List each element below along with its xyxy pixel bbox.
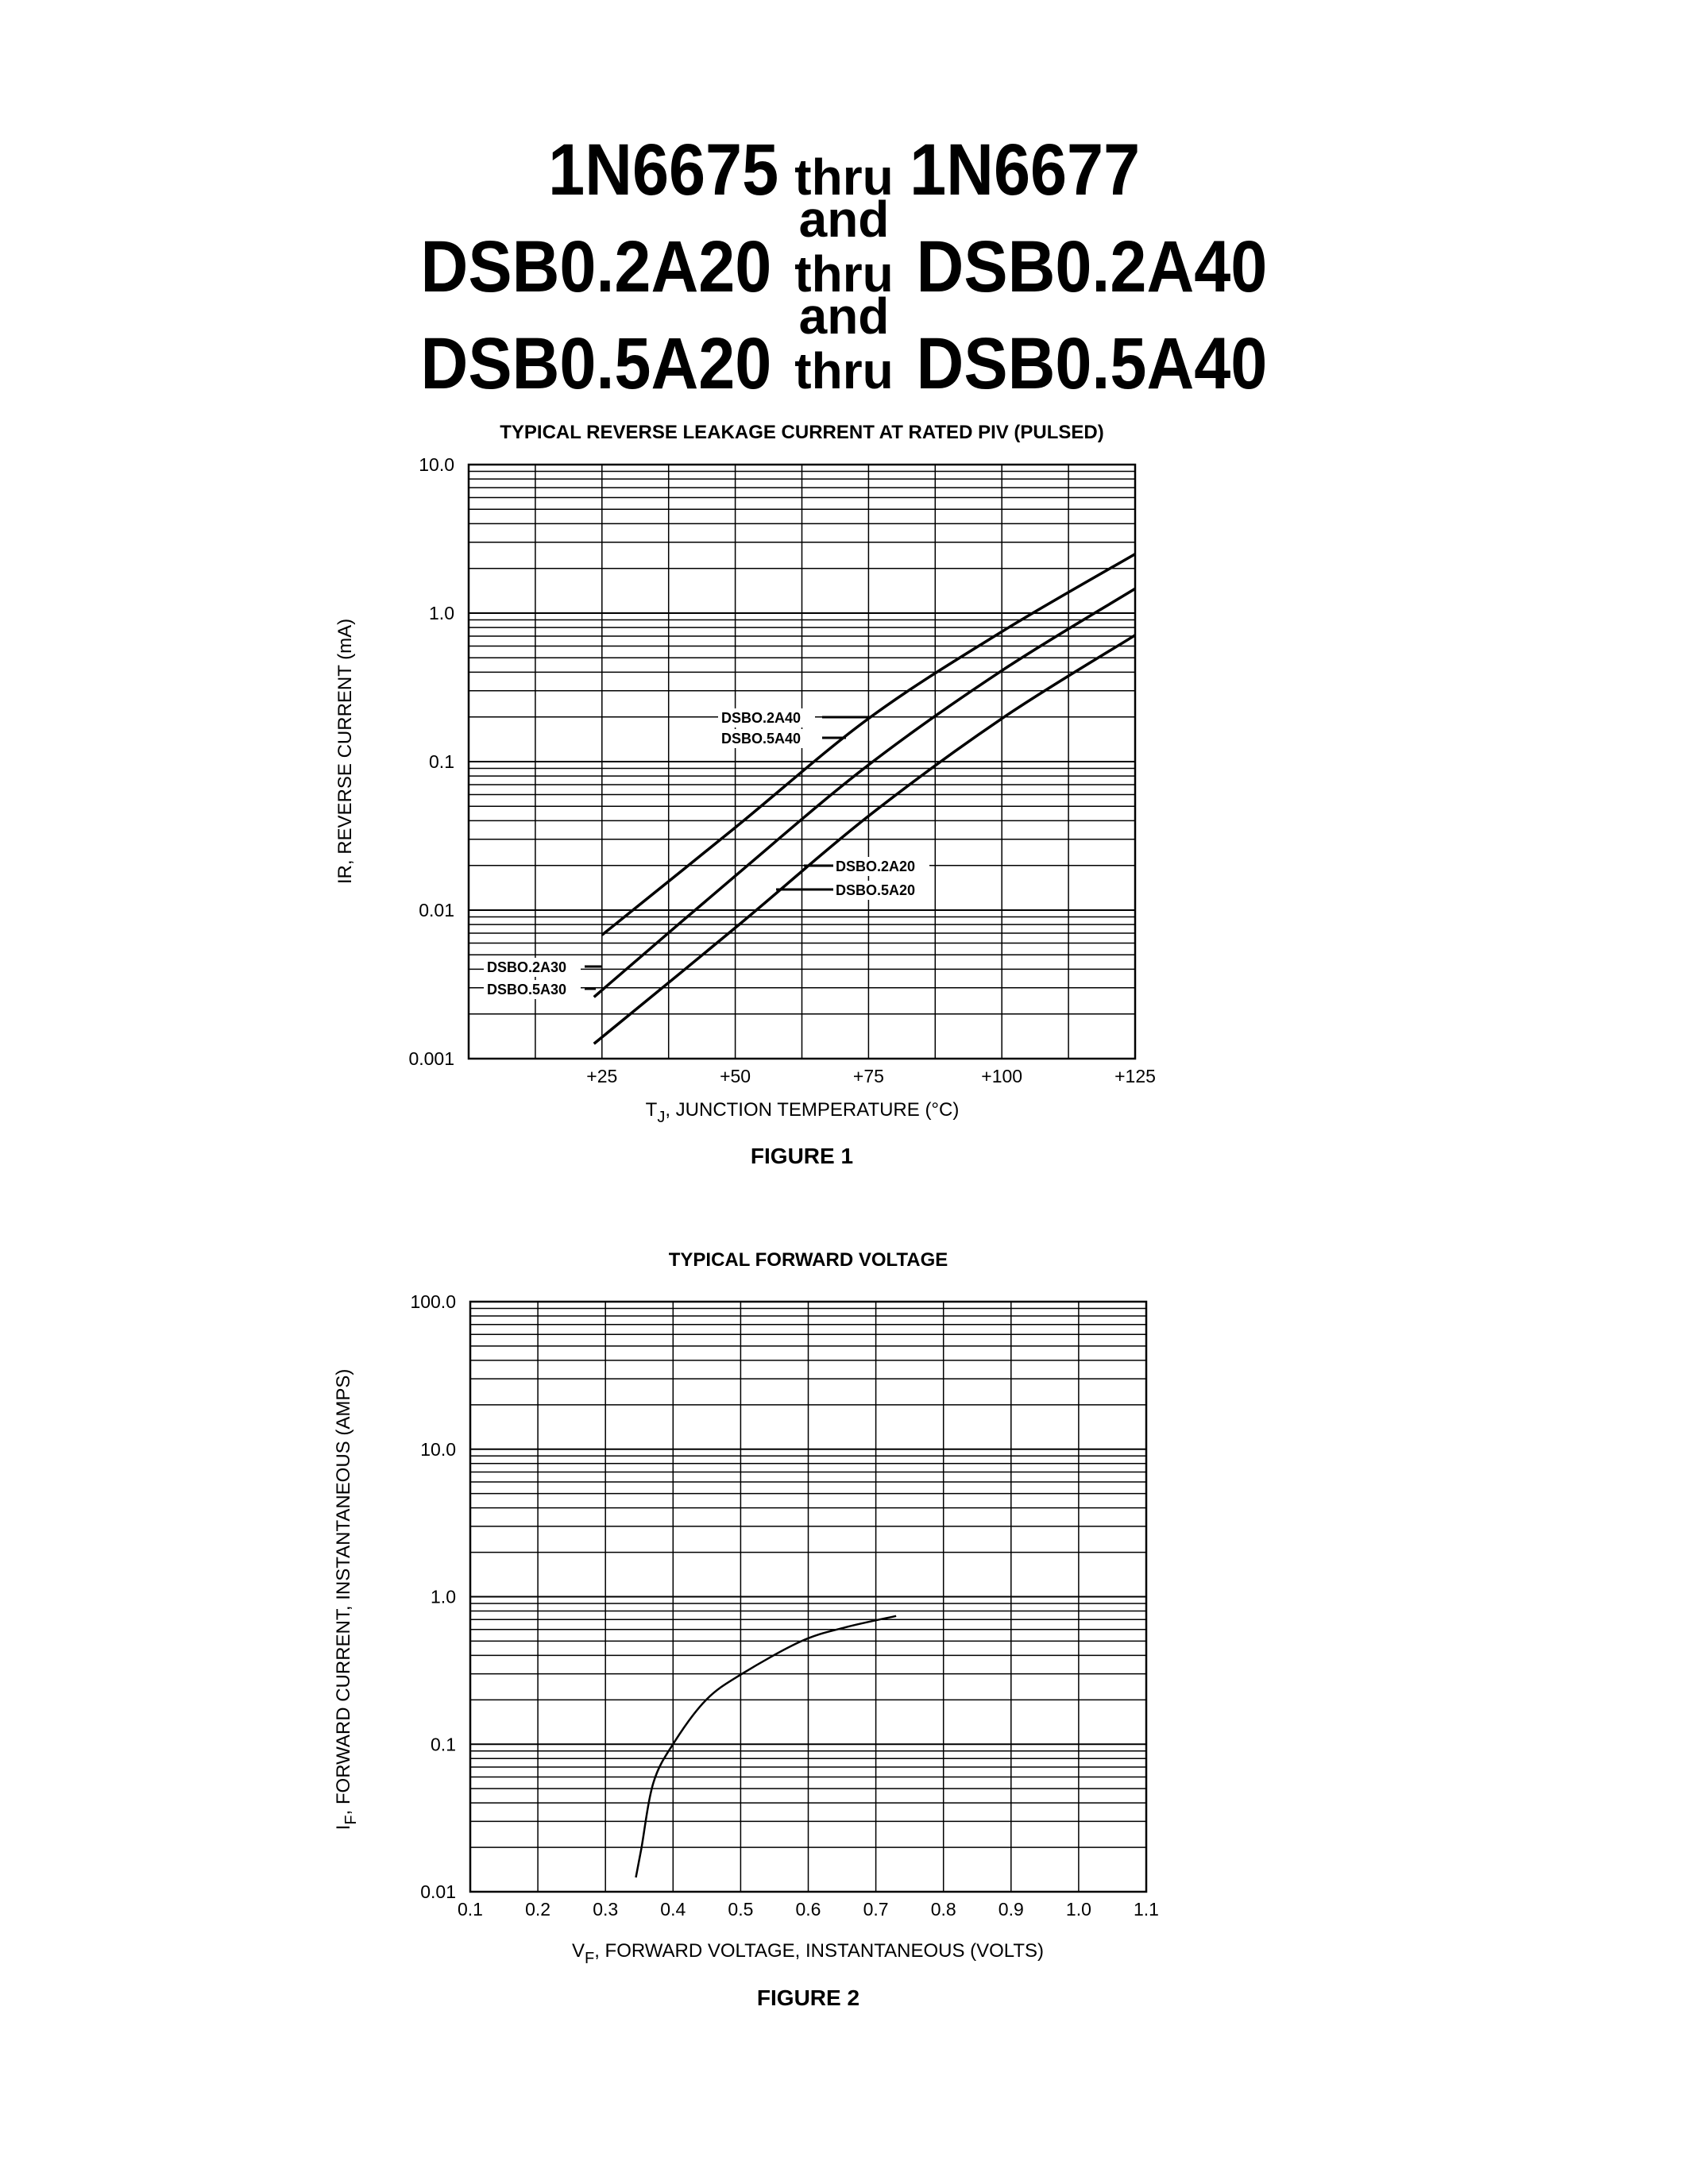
part-end: DSB0.2A40 [916,226,1268,307]
y-tick-label: 0.1 [429,751,454,772]
series-label: DSBO.5A40 [721,731,801,747]
y-tick-label: 1.0 [431,1587,456,1607]
y-axis-label: IR, REVERSE CURRENT (mA) [334,619,356,884]
x-tick-label: +125 [1114,1066,1156,1086]
part-start: 1N6675 [547,129,778,210]
chart-title: TYPICAL REVERSE LEAKAGE CURRENT AT RATED… [500,422,1104,443]
x-tick-label: +25 [586,1066,617,1086]
part-end: DSB0.5A40 [916,323,1268,404]
series-label: DSBO.2A30 [487,959,566,975]
figure-caption: FIGURE 1 [751,1144,853,1168]
x-tick-label: 0.6 [796,1899,821,1920]
figure-caption: FIGURE 2 [757,1985,859,2010]
x-axis-label: VF, FORWARD VOLTAGE, INSTANTANEOUS (VOLT… [572,1940,1044,1967]
series-label-bg [832,857,929,876]
part-start: DSB0.2A20 [420,226,772,307]
x-tick-label: +50 [720,1066,751,1086]
x-tick-label: 1.0 [1066,1899,1091,1920]
series-label: DSBO.5A20 [836,882,915,898]
series-label-bg [718,729,815,748]
series-label: DSBO.2A40 [721,710,801,726]
x-tick-label: 0.7 [863,1899,889,1920]
series-line [635,1615,897,1878]
x-tick-label: 0.4 [660,1899,686,1920]
x-tick-label: +75 [853,1066,884,1086]
x-tick-label: 0.8 [931,1899,956,1920]
part-start: DSB0.5A20 [420,323,772,404]
series-line [601,553,1136,936]
x-tick-label: 1.1 [1134,1899,1159,1920]
y-tick-label: 0.01 [419,900,454,920]
part-end: 1N6677 [910,129,1141,210]
and-word: and [798,191,890,248]
and-word: and [798,287,890,345]
y-tick-label: 1.0 [429,603,454,623]
x-tick-label: 0.1 [458,1899,483,1920]
thru-word: thru [794,149,894,206]
series-line [593,634,1136,1045]
x-tick-label: 0.2 [525,1899,550,1920]
y-axis-label: IF, FORWARD CURRENT, INSTANTANEOUS (AMPS… [333,1369,360,1831]
title-line-2: DSB0.2A20 thru DSB0.2A40 [0,230,1688,303]
x-axis-label: TJ, JUNCTION TEMPERATURE (°C) [646,1099,960,1126]
y-tick-label: 0.01 [420,1881,456,1902]
series-label: DSBO.2A20 [836,859,915,874]
x-tick-label: +100 [981,1066,1022,1086]
chart-title: TYPICAL FORWARD VOLTAGE [669,1249,948,1271]
x-tick-label: 0.5 [728,1899,753,1920]
x-tick-label: 0.9 [999,1899,1024,1920]
y-tick-label: 0.001 [408,1048,454,1069]
series-label-bg [484,980,581,999]
y-tick-label: 10.0 [419,454,454,475]
y-tick-label: 0.1 [431,1734,456,1754]
y-tick-label: 100.0 [410,1291,456,1312]
series-line [593,587,1136,998]
series-label: DSBO.5A30 [487,982,566,997]
thru-word: thru [794,245,894,303]
series-label-bg [484,958,581,977]
x-tick-label: 0.3 [593,1899,618,1920]
series-label-bg [718,708,815,727]
plot-frame [469,1300,1148,1893]
title-line-1: 1N6675 thru 1N6677 [0,133,1688,206]
thru-word: thru [794,342,894,399]
plot-frame [467,463,1137,1060]
y-tick-label: 10.0 [420,1439,456,1460]
series-label-bg [832,881,929,900]
title-line-3: DSB0.5A20 thru DSB0.5A40 [0,327,1688,400]
